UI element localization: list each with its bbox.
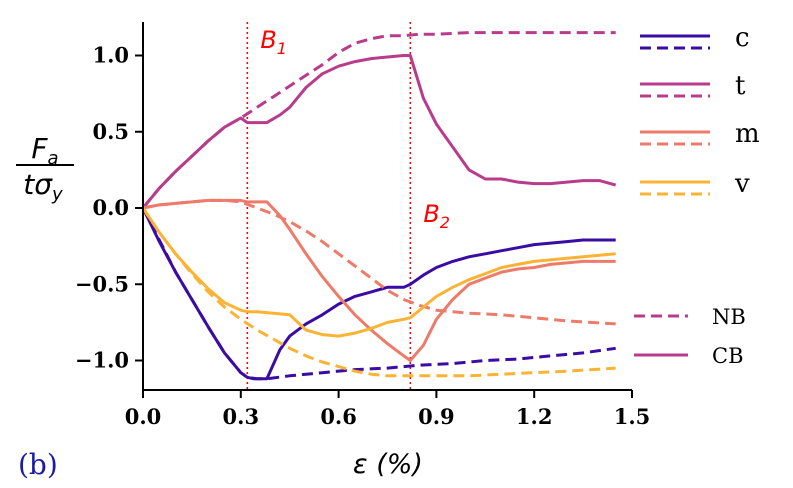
series-t-cb: [141, 54, 617, 209]
series-m-nb: [142, 198, 616, 326]
x-ticks: 0.0 0.3 0.6 0.9 1.2 1.5: [125, 390, 651, 429]
legend-label-m: m: [735, 119, 760, 149]
series-lines: [141, 31, 617, 381]
y-tick-label: 1.0: [92, 43, 129, 68]
y-label-numerator: Fa: [31, 132, 58, 169]
series-t-nb: [141, 31, 616, 209]
y-axis-label: Fa tσy: [16, 132, 74, 205]
y-tick-label: 0.0: [92, 195, 129, 220]
x-tick-label: 0.0: [125, 404, 162, 429]
x-tick-label: 1.2: [516, 404, 553, 429]
y-label-denominator: tσy: [23, 168, 63, 205]
x-tick-label: 0.9: [418, 404, 455, 429]
axes: [142, 22, 632, 391]
legend-label-t: t: [735, 71, 746, 101]
legend-label-v: v: [734, 169, 750, 199]
marker-label-b2: B2: [423, 200, 450, 232]
legend-label-cb: CB: [712, 344, 744, 368]
x-tick-label: 0.6: [320, 404, 357, 429]
x-tick-label: 0.3: [223, 404, 260, 429]
x-tick-label: 1.5: [614, 404, 651, 429]
legend-label-c: c: [735, 23, 750, 53]
panel-label: (b): [18, 448, 58, 481]
series-v-cb: [141, 207, 616, 338]
x-axis-label: ε (%): [353, 449, 423, 480]
y-tick-label: 0.5: [92, 119, 129, 144]
series-c-nb: [141, 207, 616, 381]
event-markers: B1 B2: [246, 22, 450, 390]
series-v-nb: [141, 207, 616, 378]
y-tick-label: −1.0: [75, 348, 129, 373]
legend-label-nb: NB: [712, 305, 746, 329]
marker-label-b1: B1: [260, 26, 287, 58]
y-ticks: 1.0 0.5 0.0 −0.5 −1.0: [75, 43, 143, 373]
y-tick-label: −0.5: [75, 271, 129, 296]
